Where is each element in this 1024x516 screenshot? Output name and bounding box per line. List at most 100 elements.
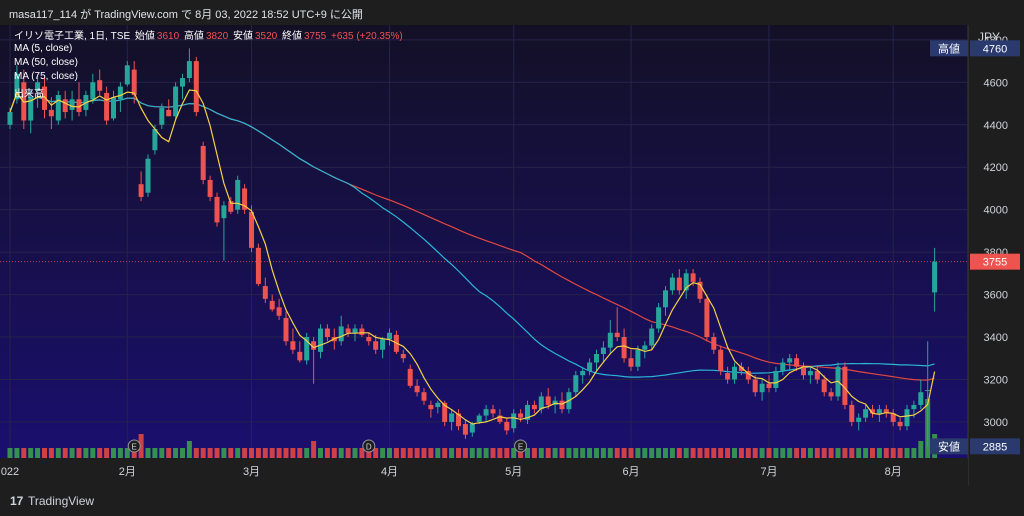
y-tick-label: 4400 — [984, 120, 1008, 132]
candle-body — [614, 332, 620, 338]
candle-body — [200, 145, 206, 180]
candle-body — [600, 347, 606, 354]
candle-body — [380, 339, 386, 350]
x-tick-label: 7月 — [760, 466, 777, 478]
candle-body — [801, 366, 806, 376]
tradingview-logo-icon: 17 — [10, 494, 24, 508]
event-marker-label: D — [366, 443, 372, 452]
volume-bar — [759, 448, 765, 458]
candle-body — [7, 112, 13, 125]
volume-bar — [856, 448, 862, 458]
ma5-line — [9, 89, 936, 425]
candle-body — [387, 332, 392, 340]
volume-bar — [366, 448, 372, 458]
volume-bar — [711, 448, 717, 458]
candle-body — [324, 328, 330, 338]
brand-name: TradingView — [28, 494, 95, 508]
candle-body — [642, 345, 648, 350]
volume-bar — [83, 448, 89, 458]
x-tick-label: 6月 — [622, 466, 639, 478]
volume-bar — [766, 448, 772, 458]
candle-body — [414, 385, 420, 393]
volume-bar — [373, 448, 379, 458]
volume-bar — [442, 448, 448, 458]
volume-bar — [159, 448, 165, 458]
event-marker — [362, 439, 376, 453]
legend-volume[interactable]: 出来高 — [14, 89, 44, 100]
legend-ma50[interactable]: MA (50, close) — [14, 57, 78, 68]
candle-body — [759, 383, 765, 393]
volume-bar — [828, 448, 834, 458]
candle-body — [656, 307, 662, 329]
volume-bar — [504, 448, 510, 458]
volume-bar — [642, 448, 648, 458]
volume-bar — [249, 448, 254, 458]
candle-body — [697, 281, 703, 299]
candle-body — [787, 358, 793, 363]
volume-bar — [683, 448, 689, 458]
candle-body — [849, 404, 855, 422]
volume-bar — [745, 448, 751, 458]
candle-body — [870, 409, 875, 414]
candle-body — [773, 370, 779, 388]
volume-bar — [21, 448, 27, 458]
volume-bar — [842, 448, 848, 458]
volume-bar — [35, 448, 41, 458]
volume-bar — [497, 448, 503, 458]
legend-ma75[interactable]: MA (75, close) — [14, 71, 78, 82]
open-label: 始値 — [134, 31, 155, 42]
candle-body — [221, 205, 227, 219]
volume-bar — [283, 448, 289, 458]
candle-body — [725, 373, 731, 380]
candle-body — [462, 424, 468, 435]
candle-body — [228, 201, 234, 212]
volume-bar — [242, 448, 248, 458]
high-marker-value: 4760 — [983, 43, 1007, 55]
candle-body — [690, 273, 696, 282]
candle-body — [842, 366, 848, 405]
tradingview-logo[interactable]: 17 TradingView — [10, 494, 94, 508]
candle-body — [359, 328, 365, 335]
candle-body — [311, 341, 317, 350]
candle-body — [186, 61, 192, 79]
volume-bar — [173, 448, 179, 458]
attribution-bar: masa117_114 が TradingView.com で 8月 03, 2… — [0, 0, 1024, 25]
volume-bar — [269, 448, 275, 458]
volume-bar — [559, 448, 565, 458]
candle-body — [490, 409, 496, 414]
candle-body — [669, 277, 675, 291]
high-value: 3820 — [205, 31, 229, 42]
candle-body — [14, 73, 20, 100]
candle-body — [876, 409, 882, 414]
plot-area — [0, 25, 968, 458]
candle-body — [918, 392, 924, 405]
candle-body — [366, 337, 372, 342]
y-tick-label: 3000 — [984, 417, 1008, 429]
candle-body — [55, 95, 61, 121]
symbol-ohlc-legend: イリソ電子工業, 1日, TSE 始値 3610 高値 3820 安値 3520 終値… — [14, 27, 405, 42]
candle-body — [594, 353, 599, 363]
volume-bar — [807, 448, 813, 458]
volume-bar — [835, 448, 841, 458]
volume-bar — [435, 448, 441, 458]
volume-bar — [152, 448, 158, 458]
volume-bar — [338, 448, 344, 458]
volume-bar — [628, 448, 634, 458]
candle-body — [807, 370, 813, 376]
close-value: 3755 — [304, 31, 327, 42]
volume-bar — [566, 448, 572, 458]
candle-body — [821, 379, 827, 393]
candle-body — [897, 421, 903, 427]
candle-body — [766, 383, 772, 388]
candle-body — [476, 415, 482, 422]
legend-ma5[interactable]: MA (5, close) — [14, 43, 73, 54]
event-marker — [127, 439, 141, 453]
volume-bar — [393, 448, 399, 458]
volume-bar — [718, 448, 724, 458]
candle-body — [283, 317, 289, 342]
candle-body — [469, 424, 475, 433]
volume-bar — [55, 448, 61, 458]
y-tick-label: 3600 — [984, 290, 1008, 302]
volume-bar — [545, 448, 551, 458]
